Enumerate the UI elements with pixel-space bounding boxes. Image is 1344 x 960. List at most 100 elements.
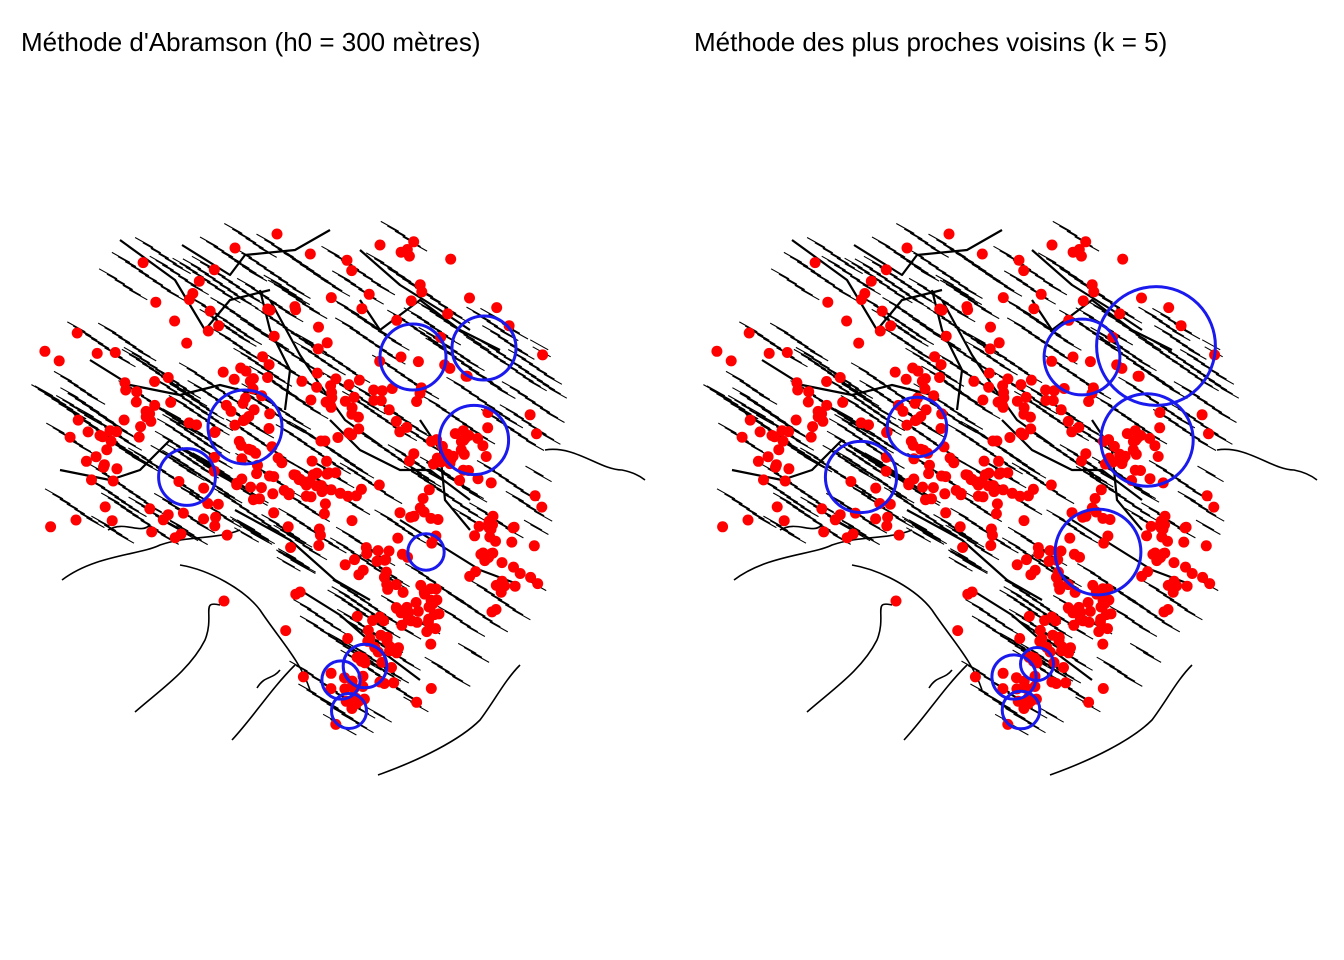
event-point [1074, 551, 1085, 563]
event-point [874, 325, 886, 337]
event-point [901, 419, 913, 431]
street-segment [424, 656, 471, 687]
event-point [978, 455, 990, 467]
event-point [1083, 696, 1095, 708]
event-point [388, 677, 400, 689]
street-segment [234, 527, 301, 572]
event-point [374, 239, 386, 251]
event-point [997, 683, 1009, 695]
event-point [537, 349, 549, 361]
event-point [985, 523, 997, 535]
event-point [1065, 642, 1076, 654]
event-point [244, 375, 256, 387]
event-point [962, 469, 974, 481]
street-segment [67, 392, 131, 436]
event-point [834, 372, 846, 383]
event-point [763, 347, 775, 359]
event-point [378, 571, 390, 583]
event-point [177, 507, 189, 519]
event-point [1024, 411, 1036, 423]
shoreline [1216, 448, 1318, 481]
street-segment [403, 465, 487, 522]
event-point [118, 414, 130, 426]
main-road [971, 589, 1093, 681]
event-point [378, 615, 390, 627]
event-point [479, 555, 491, 567]
main-road [399, 519, 521, 587]
street-segment [98, 268, 148, 301]
event-point [403, 250, 415, 262]
event-point [325, 484, 337, 496]
event-point [101, 444, 113, 456]
event-point [415, 579, 427, 591]
event-point [907, 439, 919, 451]
street-segment [806, 237, 863, 275]
event-point [191, 419, 202, 431]
event-point [305, 491, 317, 503]
event-point [236, 453, 248, 465]
kernel-circle [157, 447, 217, 507]
event-point [193, 275, 205, 287]
street-segment [242, 526, 297, 562]
event-point [311, 381, 323, 393]
event-point [173, 476, 185, 487]
street-segment [523, 519, 549, 535]
event-point [805, 431, 817, 443]
event-point [425, 512, 437, 524]
event-point [1117, 253, 1129, 265]
event-point [976, 248, 988, 260]
event-point [1204, 578, 1216, 590]
event-point [82, 426, 94, 438]
event-point [318, 508, 330, 520]
street-segment [267, 279, 328, 320]
event-point [876, 305, 888, 317]
kernel-circle [1000, 689, 1042, 731]
event-point [929, 351, 941, 363]
event-point [997, 484, 1009, 496]
event-point [45, 521, 57, 533]
event-point [373, 479, 385, 491]
street-segment [985, 693, 1046, 734]
event-point [972, 479, 984, 491]
event-point [130, 396, 142, 408]
event-point [363, 288, 375, 300]
street-network [31, 220, 646, 776]
event-point [313, 321, 324, 333]
event-point [1014, 490, 1026, 502]
street-segment [884, 328, 937, 363]
main-road [299, 589, 421, 681]
event-point [742, 514, 754, 526]
event-point [529, 490, 541, 502]
event-point [1084, 356, 1096, 368]
main-road [1031, 298, 1173, 351]
event-point [339, 683, 351, 695]
event-point [251, 468, 263, 480]
event-point [990, 508, 1002, 520]
kernel-circle [823, 439, 899, 515]
kernel-circle [437, 403, 511, 477]
event-point [1047, 629, 1059, 641]
event-point [352, 411, 364, 423]
event-point [183, 294, 195, 305]
event-point [428, 609, 440, 621]
event-point [514, 568, 526, 579]
event-point [1175, 320, 1187, 332]
kernel-circle [206, 388, 284, 466]
event-point [375, 629, 387, 641]
event-point [1034, 635, 1046, 647]
street-segment [914, 526, 969, 562]
event-point [531, 428, 542, 440]
event-point [1144, 473, 1156, 485]
event-point [939, 488, 951, 500]
event-point [1046, 239, 1058, 251]
event-point [419, 588, 431, 600]
event-point [181, 337, 193, 349]
event-point [353, 374, 365, 386]
event-point [1015, 379, 1027, 391]
event-point [487, 547, 499, 559]
street-segment [380, 220, 428, 252]
event-point [754, 426, 766, 438]
event-point [882, 511, 894, 523]
event-point [997, 667, 1009, 679]
event-point [783, 463, 795, 475]
